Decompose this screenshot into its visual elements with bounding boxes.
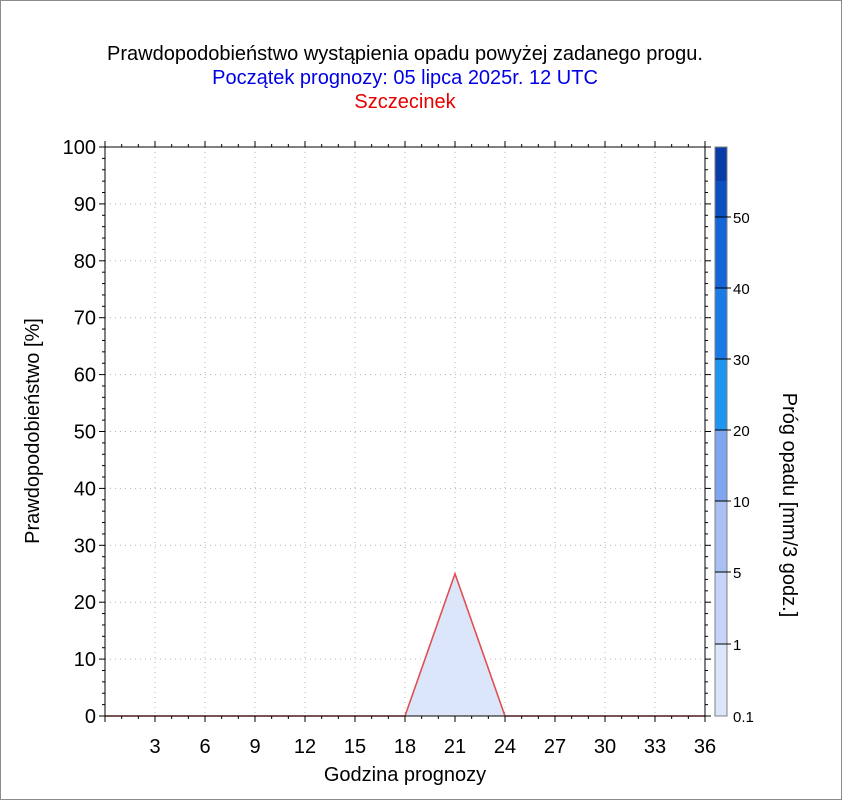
x-tick-label: 9 [249, 736, 260, 758]
colorbar-segment [715, 572, 727, 644]
colorbar-segment [715, 147, 727, 181]
grid-lines [105, 147, 705, 716]
x-tick-label: 24 [494, 736, 516, 758]
y-tick-label: 10 [74, 649, 96, 671]
colorbar-tick-label: 40 [733, 281, 750, 298]
y-tick-label: 60 [74, 365, 96, 387]
y-tick-label: 30 [74, 535, 96, 557]
colorbar-tick-label: 5 [733, 565, 741, 582]
colorbar-tick-label: 1 [733, 637, 741, 654]
y-tick-label: 0 [85, 706, 96, 728]
x-axis-label: Godzina prognozy [324, 764, 486, 786]
colorbar-tick-label: 50 [733, 210, 750, 227]
colorbar-segment [715, 359, 727, 430]
y-tick-label: 80 [74, 251, 96, 273]
colorbar-segment [715, 430, 727, 501]
x-tick-label: 36 [694, 736, 716, 758]
colorbar-tick-label: 20 [733, 423, 750, 440]
x-tick-label: 12 [294, 736, 316, 758]
colorbar-segment [715, 288, 727, 359]
y-tick-label: 50 [74, 422, 96, 444]
x-tick-label: 18 [394, 736, 416, 758]
series-line [105, 571, 705, 717]
y-axis-label: Prawdopodobieństwo [%] [22, 318, 44, 544]
x-tick-label: 30 [594, 736, 616, 758]
colorbar-label: Próg opadu [mm/3 godz.] [778, 393, 800, 618]
x-tick-label: 3 [149, 736, 160, 758]
colorbar-tick-label: 10 [733, 494, 750, 511]
x-tick-label: 15 [344, 736, 366, 758]
colorbar-segment [715, 217, 727, 288]
y-tick-label: 40 [74, 478, 96, 500]
x-tick-label: 33 [644, 736, 666, 758]
x-tick-label: 21 [444, 736, 466, 758]
colorbar-tick-label: 30 [733, 352, 750, 369]
area-layer [105, 571, 705, 717]
y-tick-label: 70 [74, 308, 96, 330]
y-tick-label: 20 [74, 592, 96, 614]
x-tick-label: 27 [544, 736, 566, 758]
chart-subtitle: Początek prognozy: 05 lipca 2025r. 12 UT… [212, 67, 598, 89]
series-area [105, 573, 705, 716]
colorbar-segment [715, 501, 727, 572]
colorbar-tick-label: 0.1 [733, 709, 754, 726]
colorbar: 0.1 1 5 10 20 30 40 50 [714, 146, 754, 726]
chart-location: Szczecinek [354, 91, 456, 113]
y-tick-label: 90 [74, 194, 96, 216]
x-tick-label: 6 [199, 736, 210, 758]
y-tick-label: 100 [63, 137, 96, 159]
colorbar-segment [715, 181, 727, 217]
colorbar-segment [715, 644, 727, 716]
colorbar-border [714, 146, 728, 717]
chart-title: Prawdopodobieństwo wystąpienia opadu pow… [107, 43, 703, 65]
